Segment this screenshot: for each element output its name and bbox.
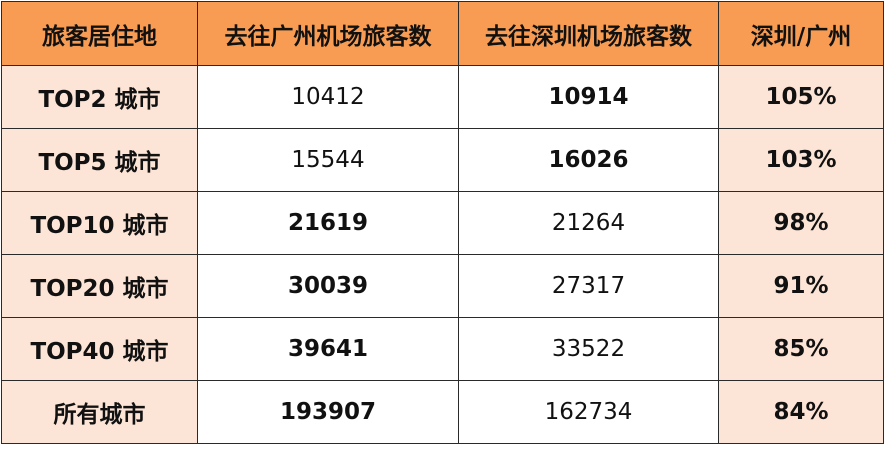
shenzhen-cell: 16026 [458, 128, 719, 192]
shenzhen-cell: 162734 [458, 380, 719, 444]
ratio-cell: 103% [718, 128, 884, 192]
shenzhen-cell: 33522 [458, 317, 719, 381]
shenzhen-cell: 21264 [458, 191, 719, 255]
header-ratio: 深圳/广州 [718, 1, 884, 66]
guangzhou-cell: 30039 [197, 254, 459, 318]
row-label: TOP40 城市 [1, 317, 198, 381]
table-row: TOP10 城市 21619 21264 98% [1, 191, 884, 255]
table-row: TOP2 城市 10412 10914 105% [1, 65, 884, 129]
guangzhou-cell: 21619 [197, 191, 459, 255]
table-row: TOP5 城市 15544 16026 103% [1, 128, 884, 192]
row-label: TOP10 城市 [1, 191, 198, 255]
header-shenzhen-passengers: 去往深圳机场旅客数 [458, 1, 719, 66]
table-row: TOP20 城市 30039 27317 91% [1, 254, 884, 318]
header-guangzhou-passengers: 去往广州机场旅客数 [197, 1, 459, 66]
row-label: TOP20 城市 [1, 254, 198, 318]
header-row: 旅客居住地 去往广州机场旅客数 去往深圳机场旅客数 深圳/广州 [1, 1, 884, 66]
ratio-cell: 105% [718, 65, 884, 129]
guangzhou-cell: 193907 [197, 380, 459, 444]
ratio-cell: 85% [718, 317, 884, 381]
table-row: 所有城市 193907 162734 84% [1, 380, 884, 444]
ratio-cell: 84% [718, 380, 884, 444]
shenzhen-cell: 10914 [458, 65, 719, 129]
ratio-cell: 98% [718, 191, 884, 255]
row-label: TOP2 城市 [1, 65, 198, 129]
shenzhen-cell: 27317 [458, 254, 719, 318]
ratio-cell: 91% [718, 254, 884, 318]
guangzhou-cell: 39641 [197, 317, 459, 381]
row-label: TOP5 城市 [1, 128, 198, 192]
guangzhou-cell: 10412 [197, 65, 459, 129]
header-residence: 旅客居住地 [1, 1, 198, 66]
row-label: 所有城市 [1, 380, 198, 444]
passenger-comparison-table: 旅客居住地 去往广州机场旅客数 去往深圳机场旅客数 深圳/广州 TOP2 城市 … [1, 1, 884, 444]
table-row: TOP40 城市 39641 33522 85% [1, 317, 884, 381]
guangzhou-cell: 15544 [197, 128, 459, 192]
